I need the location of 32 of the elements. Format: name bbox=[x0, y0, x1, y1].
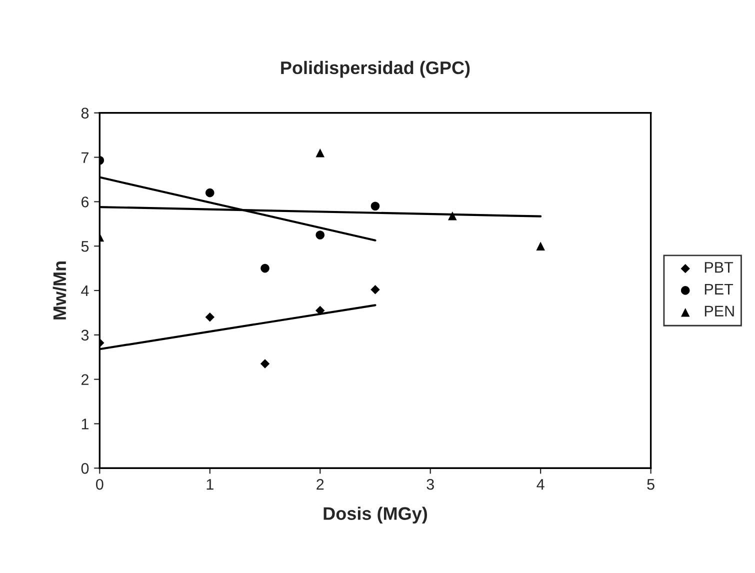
x-tick-label: 4 bbox=[536, 479, 544, 490]
point bbox=[370, 202, 380, 211]
point bbox=[316, 148, 325, 158]
legend-label: PET bbox=[704, 284, 734, 294]
x-tick-label: 2 bbox=[316, 478, 324, 490]
y-tick-label: 4 bbox=[81, 286, 89, 296]
y-axis-title: Mw/Mn bbox=[52, 262, 66, 320]
y-tick-label: 1 bbox=[82, 418, 88, 430]
x-tick-label: 3 bbox=[426, 478, 434, 490]
y-tick-label: 3 bbox=[81, 330, 89, 341]
point bbox=[205, 312, 214, 322]
point bbox=[536, 242, 545, 250]
point bbox=[206, 188, 214, 198]
point bbox=[260, 359, 270, 368]
y-tick-label: 7 bbox=[82, 152, 88, 163]
point bbox=[370, 285, 380, 294]
y-tick-label: 8 bbox=[81, 108, 89, 119]
point bbox=[260, 264, 270, 273]
point bbox=[316, 230, 325, 240]
y-tick-label: 6 bbox=[82, 196, 89, 208]
point bbox=[316, 306, 325, 316]
x-axis-title: Dosis (MGy) bbox=[324, 506, 428, 524]
legend-label: PEN bbox=[704, 306, 734, 316]
x-tick-label: 5 bbox=[647, 479, 654, 490]
y-tick-label: 2 bbox=[82, 374, 88, 385]
point bbox=[448, 212, 457, 220]
y-tick-label: 5 bbox=[81, 241, 89, 252]
x-tick-label: 1 bbox=[206, 479, 214, 490]
legend-label: PBT bbox=[704, 262, 734, 273]
y-tick-label: 0 bbox=[81, 463, 89, 474]
chart-title: Polidispersidad (GPC) bbox=[281, 60, 470, 78]
x-tick-label: 0 bbox=[96, 478, 104, 490]
